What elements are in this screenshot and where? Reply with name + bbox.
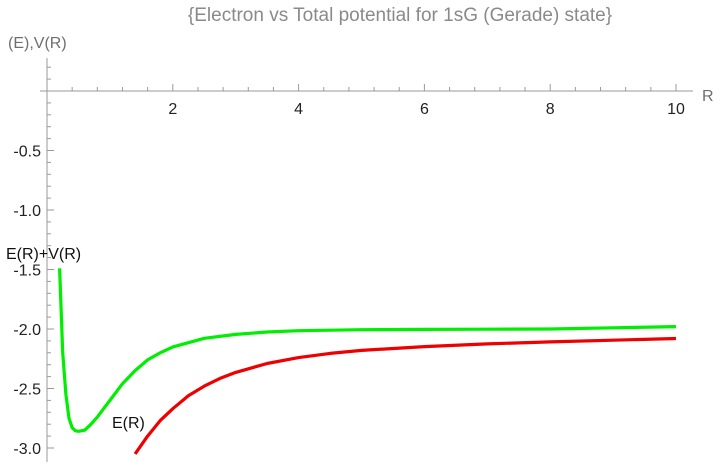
y-tick-label: -3.0 <box>13 441 41 458</box>
y-tick-label: -0.5 <box>13 144 41 161</box>
annotation-total-potential: E(R)+V(R) <box>6 246 81 263</box>
chart-title: {Electron vs Total potential for 1sG (Ge… <box>188 5 612 26</box>
annotation-electron-energy: E(R) <box>112 415 145 432</box>
x-axis-label: R <box>702 88 714 105</box>
x-tick-label: 2 <box>168 101 177 118</box>
tick-labels: 2 4 6 8 10 -0.5 -1.0 -1.5 -2.0 -2.5 -3.0 <box>13 101 685 458</box>
series-line-total-potential <box>58 268 677 433</box>
y-tick-label: -1.5 <box>13 263 41 280</box>
y-tick-label: -2.0 <box>13 322 41 339</box>
axis-ticks <box>47 66 677 449</box>
y-axis-label: (E),V(R) <box>8 35 67 52</box>
data-series <box>58 268 677 455</box>
x-tick-label: 6 <box>420 101 429 118</box>
x-tick-label: 8 <box>546 101 555 118</box>
x-tick-label: 10 <box>667 101 685 118</box>
series-line-electron-energy <box>133 336 677 455</box>
y-tick-label: -1.0 <box>13 203 41 220</box>
y-tick-label: -2.5 <box>13 382 41 399</box>
x-tick-label: 4 <box>294 101 303 118</box>
